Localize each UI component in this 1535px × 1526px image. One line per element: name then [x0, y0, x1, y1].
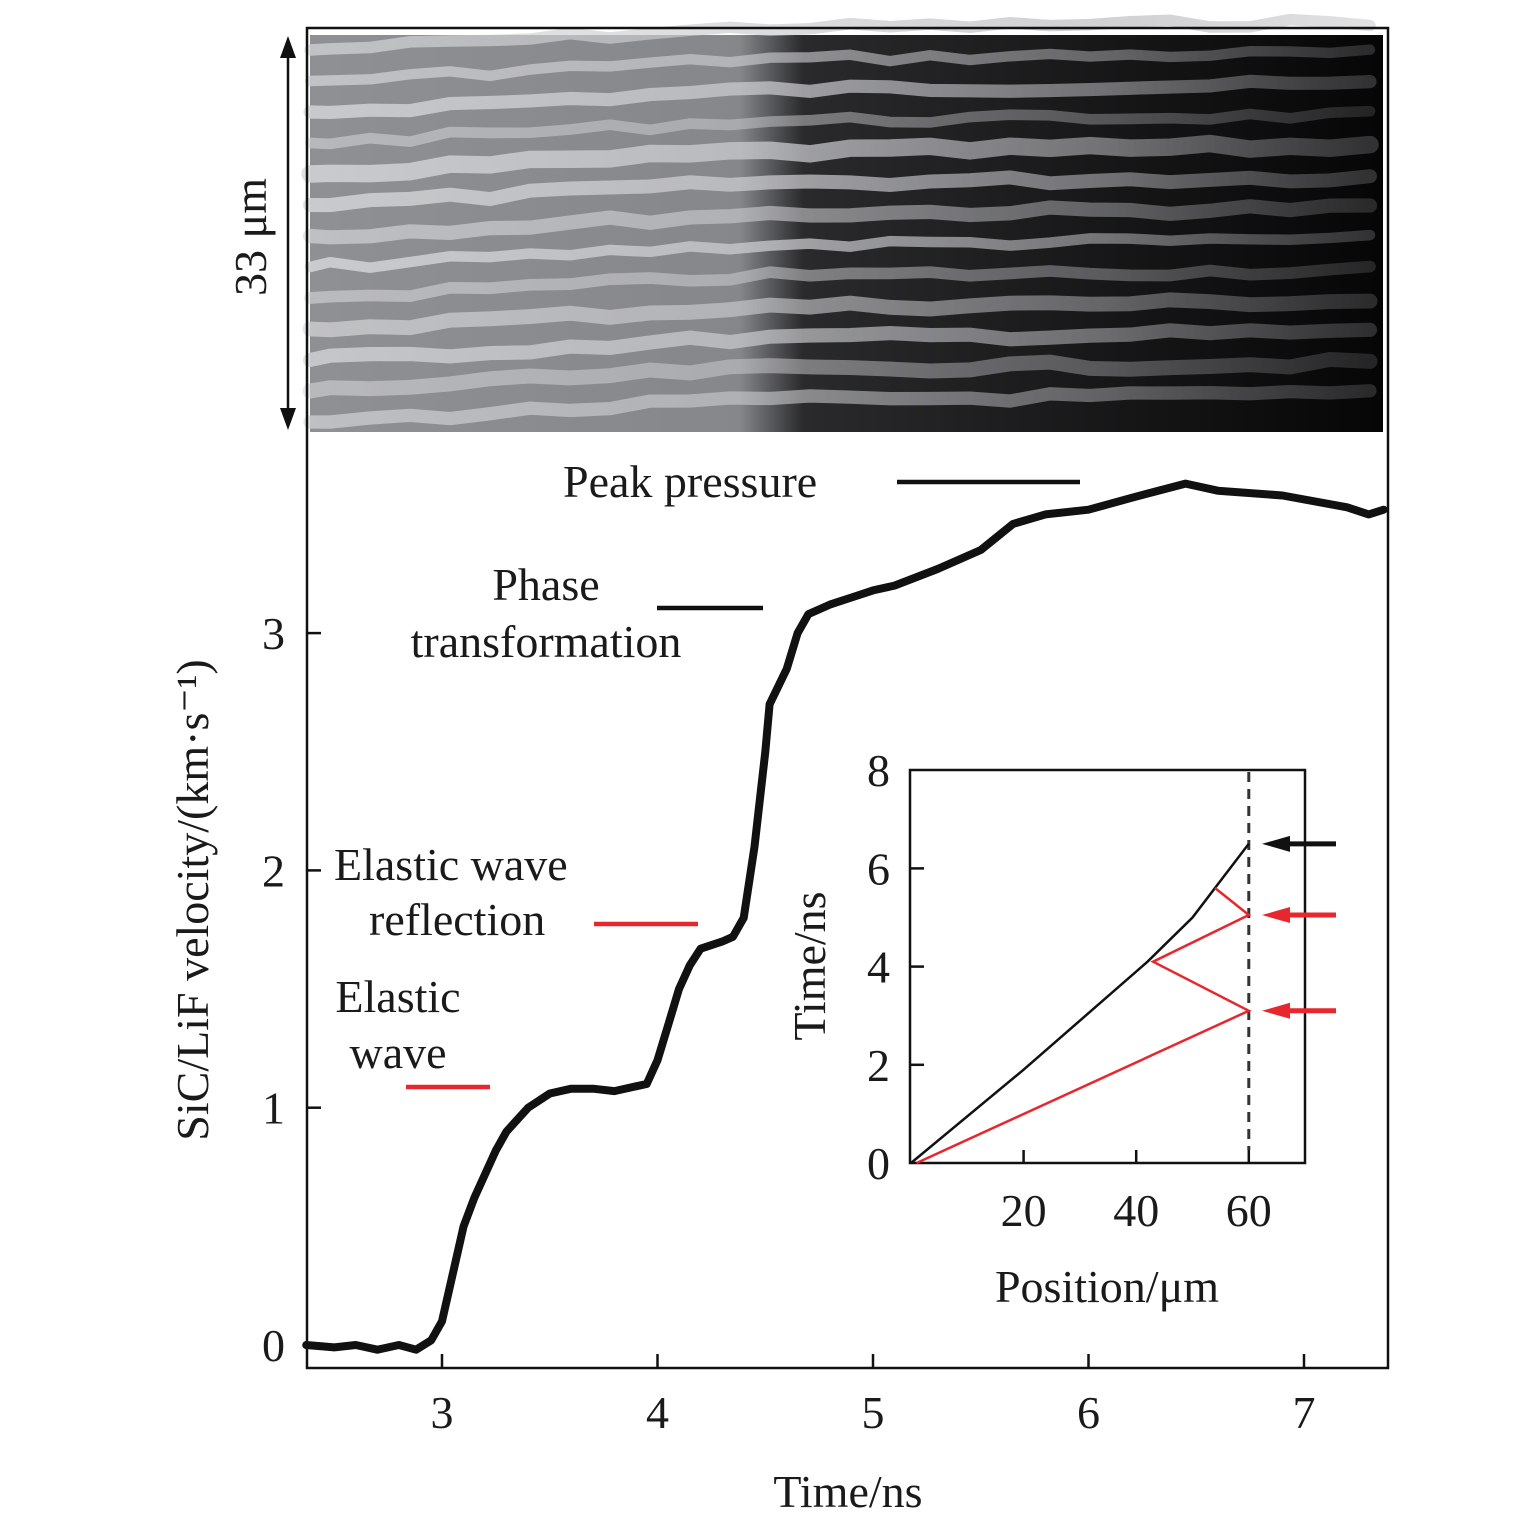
inset-y-tick-label: 8 [867, 745, 890, 796]
streak-band [303, 384, 1377, 429]
y-tick-label: 2 [262, 845, 285, 896]
inset-y-tick-label: 2 [867, 1040, 890, 1091]
streak-band [304, 260, 1376, 304]
streak-band [302, 198, 1378, 245]
annotation-label: reflection [369, 894, 545, 945]
streak-image [301, 13, 1383, 432]
streak-band [303, 74, 1377, 120]
inset-series-line [916, 887, 1252, 1165]
streak-band [302, 322, 1378, 368]
inset-frame [908, 768, 1307, 1165]
x-tick-label: 5 [862, 1387, 885, 1438]
inset-y-tick-label: 0 [867, 1138, 890, 1189]
y-tick-label: 3 [262, 608, 285, 659]
inset-y-tick-label: 4 [867, 942, 890, 993]
annotation-label: Elastic wave [334, 839, 568, 890]
plot-frame [305, 26, 1390, 1370]
velocity-curve [302, 479, 1388, 1354]
scale-bar-label: 33 μm [225, 178, 276, 296]
inset-x-axis-label: Position/μm [995, 1261, 1219, 1312]
annotation-label: Phase [492, 559, 599, 610]
streak-band [304, 44, 1376, 87]
arrow-left-icon [1262, 1002, 1290, 1019]
streak-band [303, 169, 1377, 213]
inset-y-axis-label: Time/ns [784, 891, 835, 1040]
arrow-left-icon [1262, 835, 1290, 852]
x-axis-label: Time/ns [773, 1466, 922, 1517]
streak-band [304, 229, 1376, 273]
x-tick-label: 4 [646, 1387, 669, 1438]
x-tick-label: 7 [1293, 1387, 1316, 1438]
arrow-up-icon [280, 36, 296, 58]
streak-band [304, 13, 1376, 56]
annotation-label: Elastic [335, 971, 460, 1022]
inset-chart: 20 40 60 0 2 4 6 8 [867, 745, 1336, 1236]
arrow-left-icon [1262, 907, 1290, 924]
annotation-label: wave [349, 1027, 446, 1078]
y-axis-label: SiC/LiF velocity/(km·s⁻¹) [167, 659, 218, 1140]
streak-band [301, 134, 1379, 183]
streak-band [302, 351, 1378, 399]
inset-x-tick-label: 20 [1001, 1185, 1047, 1236]
inset-x-tick-label: 60 [1226, 1185, 1272, 1236]
inset-y-tick-label: 6 [867, 843, 890, 894]
arrow-down-icon [280, 408, 296, 430]
x-tick-label: 6 [1077, 1387, 1100, 1438]
annotation-label: Peak pressure [563, 456, 817, 507]
inset-series-line [910, 843, 1250, 1164]
y-tick-label: 0 [262, 1320, 285, 1371]
y-tick-label: 1 [262, 1083, 285, 1134]
scale-bar: 33 μm [225, 36, 296, 430]
streak-band [302, 292, 1378, 338]
annotation-label: transformation [411, 616, 682, 667]
x-tick-label: 3 [431, 1387, 454, 1438]
streak-band [304, 105, 1376, 150]
inset-x-tick-label: 40 [1113, 1185, 1159, 1236]
